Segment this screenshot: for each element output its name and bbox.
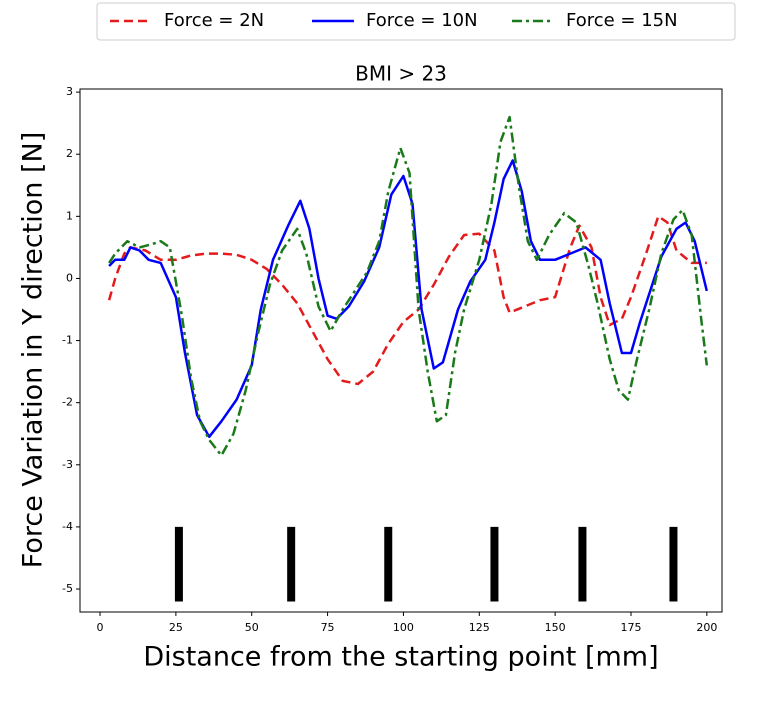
y-tick-label: -3 (62, 458, 73, 471)
x-tick-label: 50 (245, 621, 259, 634)
x-axis-label: Distance from the starting point [mm] (143, 642, 658, 673)
y-tick-label: -1 (62, 334, 73, 347)
y-tick-label: 0 (66, 271, 73, 284)
y-tick-label: 2 (66, 147, 73, 160)
x-tick-label: 125 (469, 621, 490, 634)
x-tick-label: 200 (696, 621, 717, 634)
legend-box (96, 2, 736, 41)
y-tick-label: 3 (66, 85, 73, 98)
chart-title: BMI > 23 (355, 62, 447, 86)
x-tick-label: 150 (545, 621, 566, 634)
x-tick-label: 25 (169, 621, 183, 634)
x-tick-label: 0 (97, 621, 104, 634)
y-tick-label: -4 (62, 520, 73, 533)
legend-label: Force = 2N (164, 10, 264, 31)
series-line (108, 159, 709, 439)
x-tick-label: 100 (393, 621, 414, 634)
series-line (108, 115, 709, 457)
y-tick-label: -2 (62, 396, 73, 409)
y-tick-label: 1 (66, 209, 73, 222)
x-tick-label: 175 (620, 621, 641, 634)
legend-label: Force = 10N (366, 10, 478, 31)
series-line (107, 215, 707, 386)
y-axis-label: Force Variation in Y direction [N] (18, 132, 49, 568)
y-tick-label: -5 (62, 582, 73, 595)
plot-frame (79, 88, 723, 613)
x-tick-label: 75 (321, 621, 335, 634)
legend-label: Force = 15N (566, 10, 678, 31)
